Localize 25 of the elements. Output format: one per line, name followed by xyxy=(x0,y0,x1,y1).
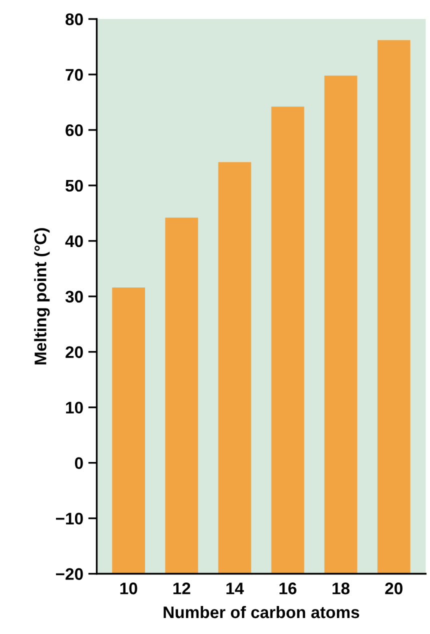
bar xyxy=(165,218,198,574)
x-axis-title: Number of carbon atoms xyxy=(164,606,360,618)
x-tick-label: 14 xyxy=(226,582,244,594)
y-tick-label: 0 xyxy=(74,457,83,470)
y-tick-label: 30 xyxy=(65,290,83,303)
x-tick-label: 12 xyxy=(173,582,190,594)
bar xyxy=(377,40,410,574)
y-tick-label: 60 xyxy=(66,124,83,136)
y-tick-label: 10 xyxy=(66,402,83,414)
x-tick-label: 18 xyxy=(332,582,350,594)
y-tick-label: 80 xyxy=(66,13,83,26)
bar xyxy=(324,76,358,574)
bar xyxy=(271,106,304,574)
bar xyxy=(218,162,252,574)
x-tick-label: 10 xyxy=(120,582,138,594)
x-tick-label: 16 xyxy=(280,582,296,594)
y-tick-label: 70 xyxy=(66,68,83,81)
y-tick-label: 40 xyxy=(65,235,83,248)
x-tick-label: 20 xyxy=(385,582,402,594)
y-tick-label: −20 xyxy=(56,568,83,580)
y-axis-title: Melting point (°C) xyxy=(34,228,50,364)
y-tick-label: 50 xyxy=(66,180,83,192)
y-tick-label: 20 xyxy=(66,346,83,358)
y-tick-label: −10 xyxy=(56,512,83,524)
bar xyxy=(112,288,146,574)
